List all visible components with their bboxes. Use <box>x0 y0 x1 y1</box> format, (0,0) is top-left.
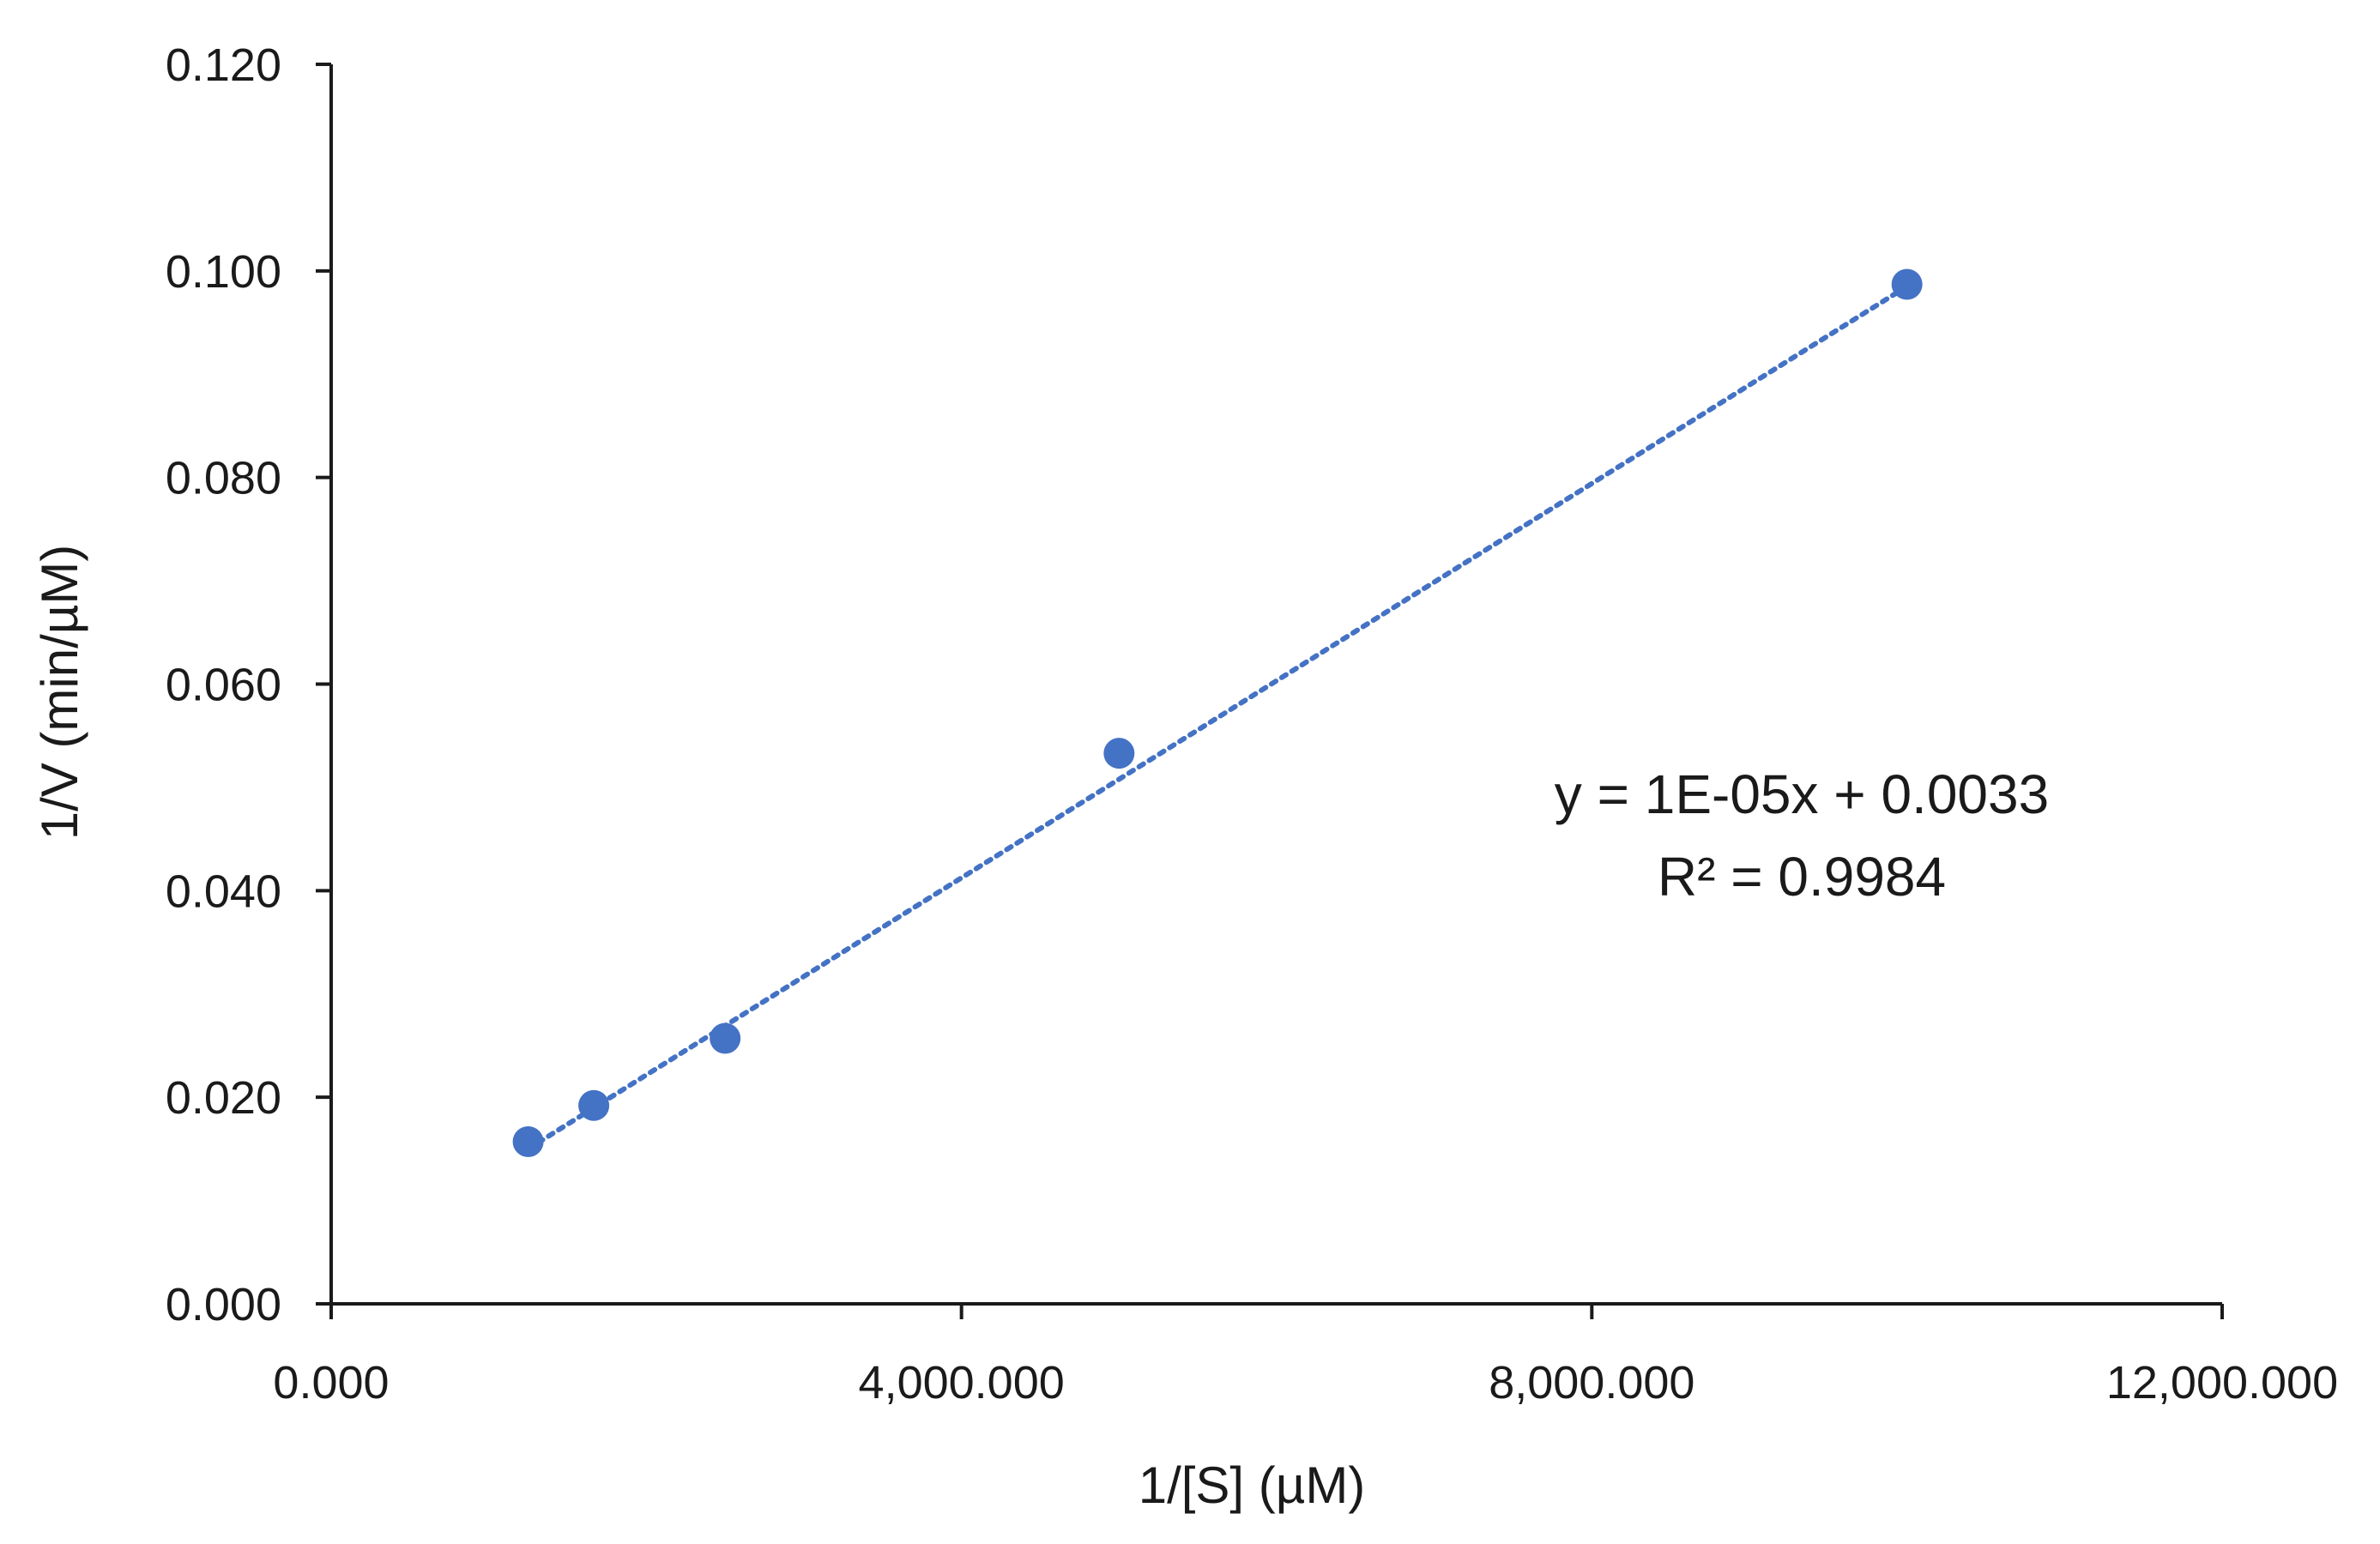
data-point <box>1891 268 1923 300</box>
y-axis-ticks: 0.000 0.020 0.040 0.060 0.080 0.100 0.120 <box>166 39 331 1330</box>
y-tick-label: 0.020 <box>166 1072 281 1124</box>
data-point <box>710 1022 741 1054</box>
x-tick-label: 4,000.000 <box>859 1357 1065 1408</box>
y-tick-label: 0.040 <box>166 865 281 917</box>
y-tick-label: 0.100 <box>166 246 281 298</box>
data-points <box>512 268 1923 1157</box>
y-axis-title: 1/V (min/µM) <box>31 545 88 841</box>
x-axis-title: 1/[S] (µM) <box>1139 1457 1366 1514</box>
y-tick-label: 0.120 <box>166 39 281 91</box>
x-tick-label: 12,000.000 <box>2106 1357 2338 1408</box>
x-tick-label: 8,000.000 <box>1489 1357 1694 1408</box>
y-tick-label: 0.000 <box>166 1279 281 1330</box>
x-tick-label: 0.000 <box>273 1357 389 1408</box>
trendline-equation: y = 1E-05x + 0.0033 <box>1555 763 2049 825</box>
data-point <box>512 1125 544 1157</box>
data-point <box>578 1089 610 1121</box>
trendline-r-squared: R² = 0.9984 <box>1658 846 1946 908</box>
trendline <box>525 283 1910 1152</box>
y-tick-label: 0.080 <box>166 453 281 504</box>
data-point <box>1103 738 1135 769</box>
x-axis-ticks: 0.000 4,000.000 8,000.000 12,000.000 <box>273 1304 2338 1408</box>
y-tick-label: 0.060 <box>166 660 281 711</box>
